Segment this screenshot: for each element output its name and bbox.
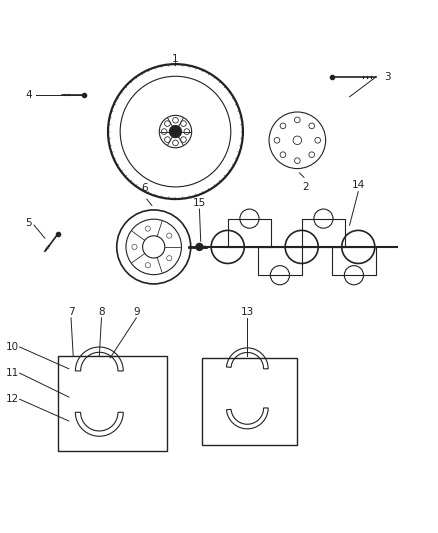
Text: 10: 10 (6, 342, 19, 352)
Text: 14: 14 (352, 180, 365, 190)
Text: 15: 15 (193, 198, 206, 208)
Text: 1: 1 (172, 54, 179, 64)
Text: 6: 6 (142, 182, 148, 192)
Text: 8: 8 (98, 306, 105, 317)
Text: 13: 13 (240, 306, 254, 317)
Circle shape (196, 244, 203, 251)
Text: 5: 5 (25, 218, 32, 228)
Text: 3: 3 (385, 72, 391, 82)
Bar (58, 356, 167, 451)
Text: 11: 11 (6, 368, 19, 378)
Text: 2: 2 (303, 182, 309, 192)
Bar (201, 358, 297, 445)
Text: 9: 9 (133, 306, 140, 317)
Text: 12: 12 (6, 394, 19, 404)
Text: 4: 4 (25, 90, 32, 100)
Text: 7: 7 (68, 306, 74, 317)
Circle shape (170, 125, 181, 138)
